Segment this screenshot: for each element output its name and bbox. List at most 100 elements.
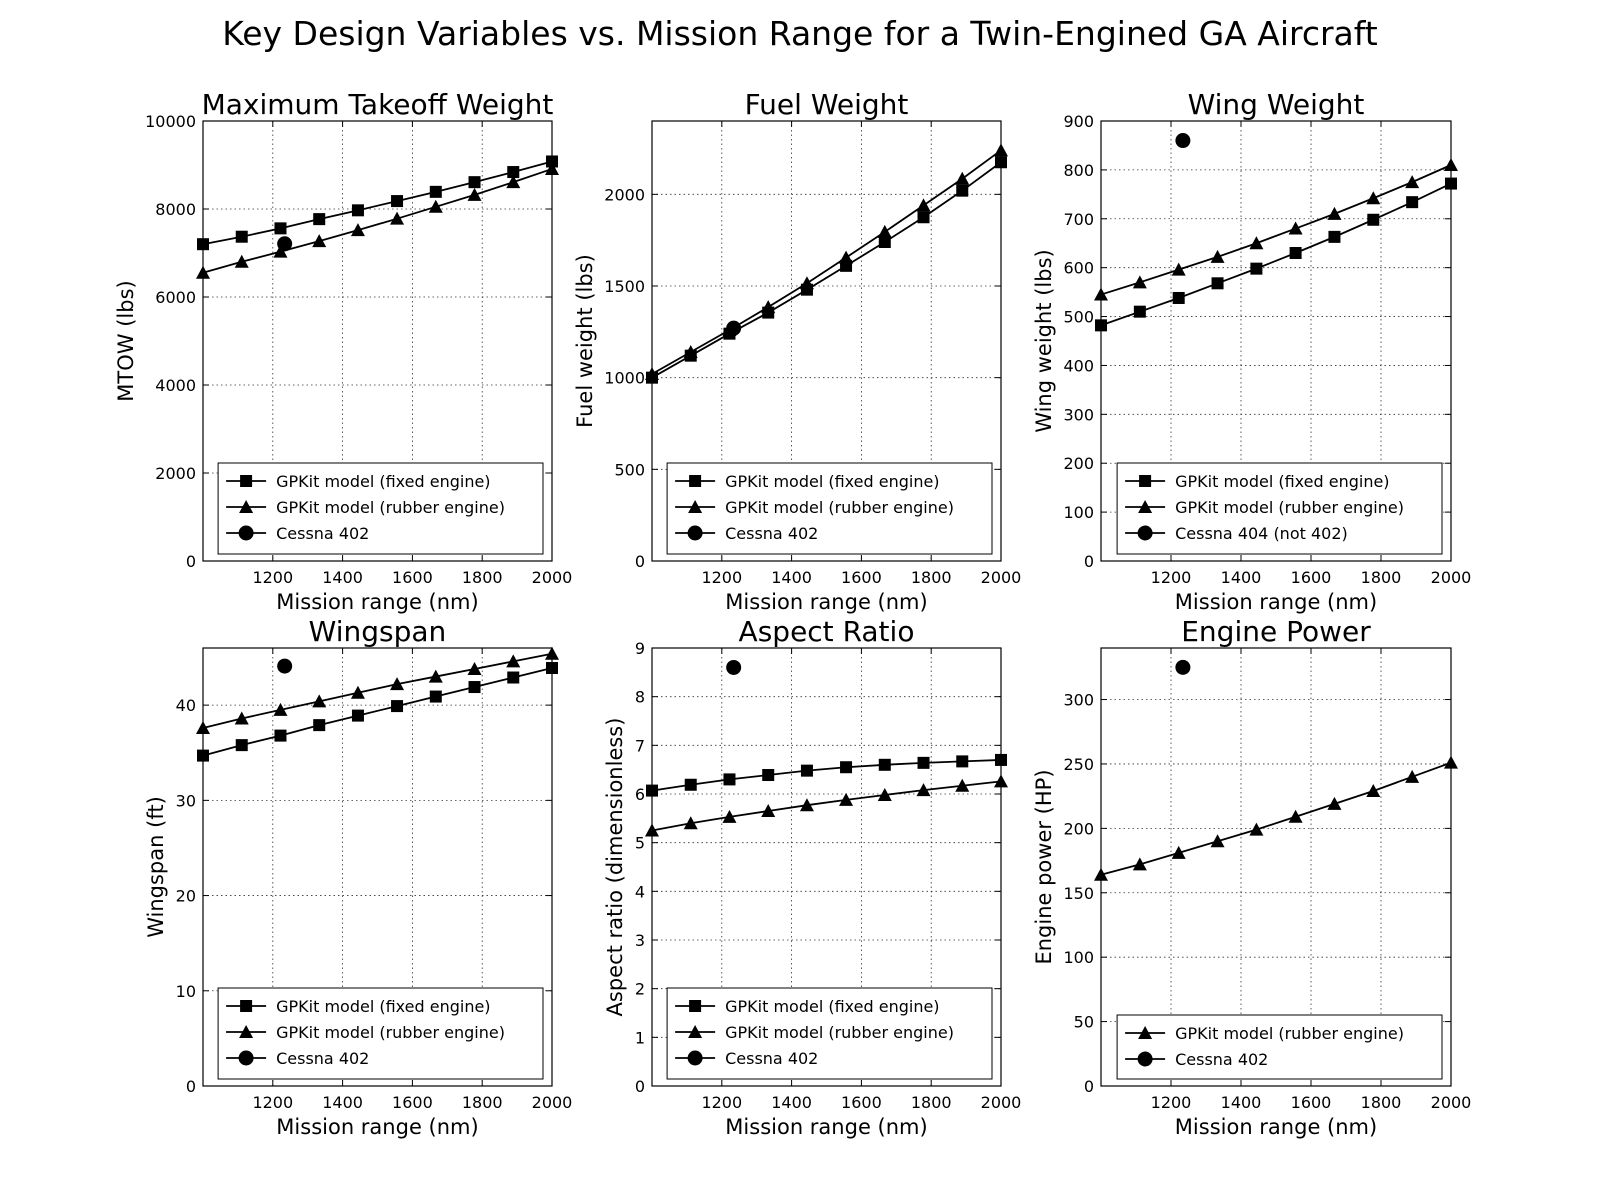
legend-marker [240, 1000, 253, 1012]
data-point [467, 661, 482, 675]
x-tick-label: 1400 [771, 568, 812, 587]
data-point [1132, 275, 1147, 289]
data-point [684, 778, 697, 791]
y-tick-label: 2000 [155, 464, 196, 483]
y-tick-label: 0 [1084, 552, 1094, 571]
x-tick-label: 1600 [1291, 568, 1332, 587]
y-tick-label: 1 [635, 1028, 645, 1047]
data-point [350, 223, 365, 237]
data-point [956, 755, 969, 768]
legend-label: Cessna 402 [725, 1049, 818, 1068]
data-point [955, 778, 970, 792]
legend: GPKit model (fixed engine) GPKit model (r… [217, 462, 544, 555]
y-tick-label: 4 [635, 882, 645, 901]
legend-frame [1116, 462, 1443, 555]
data-point [1249, 236, 1264, 250]
legend-label: GPKit model (rubber engine) [276, 498, 505, 517]
y-tick-label: 250 [1063, 755, 1094, 774]
x-tick-label: 1400 [322, 1093, 363, 1112]
x-tick-label: 1200 [1151, 1093, 1192, 1112]
data-point [799, 798, 814, 812]
legend: GPKit model (fixed engine) GPKit model (r… [1116, 462, 1443, 555]
y-tick-label: 500 [614, 460, 645, 479]
subplot-3: 1200 1400 1600 1800 2000 0 100 200 300 400 500 600 7… [1032, 88, 1471, 614]
y-tick-label: 4000 [155, 376, 196, 395]
x-tick-label: 1800 [911, 1093, 952, 1112]
plot-frame [651, 120, 1002, 562]
x-tick-label: 2000 [1431, 568, 1472, 587]
data-point [1250, 262, 1263, 275]
y-tick-label: 8000 [155, 200, 196, 219]
x-tick-label: 1400 [771, 1093, 812, 1112]
data-point [506, 654, 521, 668]
legend-marker [688, 500, 703, 513]
data-point [726, 320, 742, 336]
y-tick-label: 100 [1063, 503, 1094, 522]
subplot-title: Wing Weight [1188, 88, 1365, 121]
x-tick-label: 2000 [1431, 1093, 1472, 1112]
legend-marker [687, 525, 703, 541]
series-line [651, 149, 1002, 375]
data-point [1366, 191, 1381, 205]
subplot-4: 1200 1400 1600 1800 2000 0 10 20 30 40 Wingspan Mis… [144, 615, 572, 1139]
data-point [916, 198, 931, 212]
x-tick-label: 1200 [252, 1093, 293, 1112]
x-tick-label: 1400 [1221, 568, 1262, 587]
legend: GPKit model (rubber engine) Cessna 402 [1116, 1014, 1443, 1080]
y-tick-label: 150 [1063, 884, 1094, 903]
data-point [916, 783, 931, 797]
x-tick-label: 1200 [1151, 568, 1192, 587]
x-tick-label: 1800 [462, 1093, 503, 1112]
data-point [467, 187, 482, 201]
plot-frame [1100, 647, 1452, 1087]
legend-label: GPKit model (fixed engine) [276, 997, 490, 1016]
y-tick-label: 50 [1074, 1013, 1094, 1032]
y-tick-label: 700 [1063, 210, 1094, 229]
data-point [468, 176, 481, 189]
data-point [723, 773, 736, 786]
legend-label: GPKit model (fixed engine) [276, 472, 490, 491]
legend-marker [688, 1025, 703, 1038]
legend-marker [238, 525, 254, 541]
x-tick-label: 1600 [392, 1093, 433, 1112]
data-point [839, 792, 854, 806]
subplot-title: Maximum Takeoff Weight [202, 88, 554, 121]
x-tick-label: 1400 [322, 568, 363, 587]
legend-frame [666, 462, 993, 555]
legend-frame [666, 987, 993, 1080]
data-point [351, 709, 364, 722]
data-point [277, 236, 293, 252]
y-tick-label: 0 [186, 1077, 196, 1096]
data-point [956, 184, 969, 197]
legend-marker [1138, 1026, 1153, 1039]
data-point [878, 758, 891, 771]
data-point [277, 658, 293, 674]
subplot-6: 1200 1400 1600 1800 2000 0 50 100 150 200 250 300 En… [1032, 615, 1471, 1139]
series-line [202, 667, 553, 757]
y-axis-label: Fuel weight (lbs) [573, 254, 597, 428]
data-point [877, 224, 892, 238]
data-point [917, 211, 930, 224]
x-axis-label: Mission range (nm) [1175, 590, 1377, 614]
data-point [507, 671, 520, 684]
data-point [1132, 857, 1147, 871]
data-point [1405, 769, 1420, 783]
data-point [312, 694, 327, 708]
x-tick-label: 1200 [252, 568, 293, 587]
plot-frame [202, 120, 553, 562]
data-point [840, 761, 853, 774]
data-point [391, 700, 404, 713]
data-point [877, 787, 892, 801]
y-tick-label: 0 [1084, 1077, 1094, 1096]
y-tick-label: 20 [176, 887, 196, 906]
legend-marker [240, 475, 253, 487]
x-tick-label: 1600 [1291, 1093, 1332, 1112]
y-tick-label: 200 [1063, 819, 1094, 838]
legend-label: Cessna 402 [1175, 1050, 1268, 1069]
x-tick-label: 1600 [392, 568, 433, 587]
y-axis-label: Wingspan (ft) [144, 796, 168, 938]
series-line [202, 652, 553, 729]
series-line [651, 759, 1002, 792]
legend-label: Cessna 404 (not 402) [1175, 524, 1348, 543]
